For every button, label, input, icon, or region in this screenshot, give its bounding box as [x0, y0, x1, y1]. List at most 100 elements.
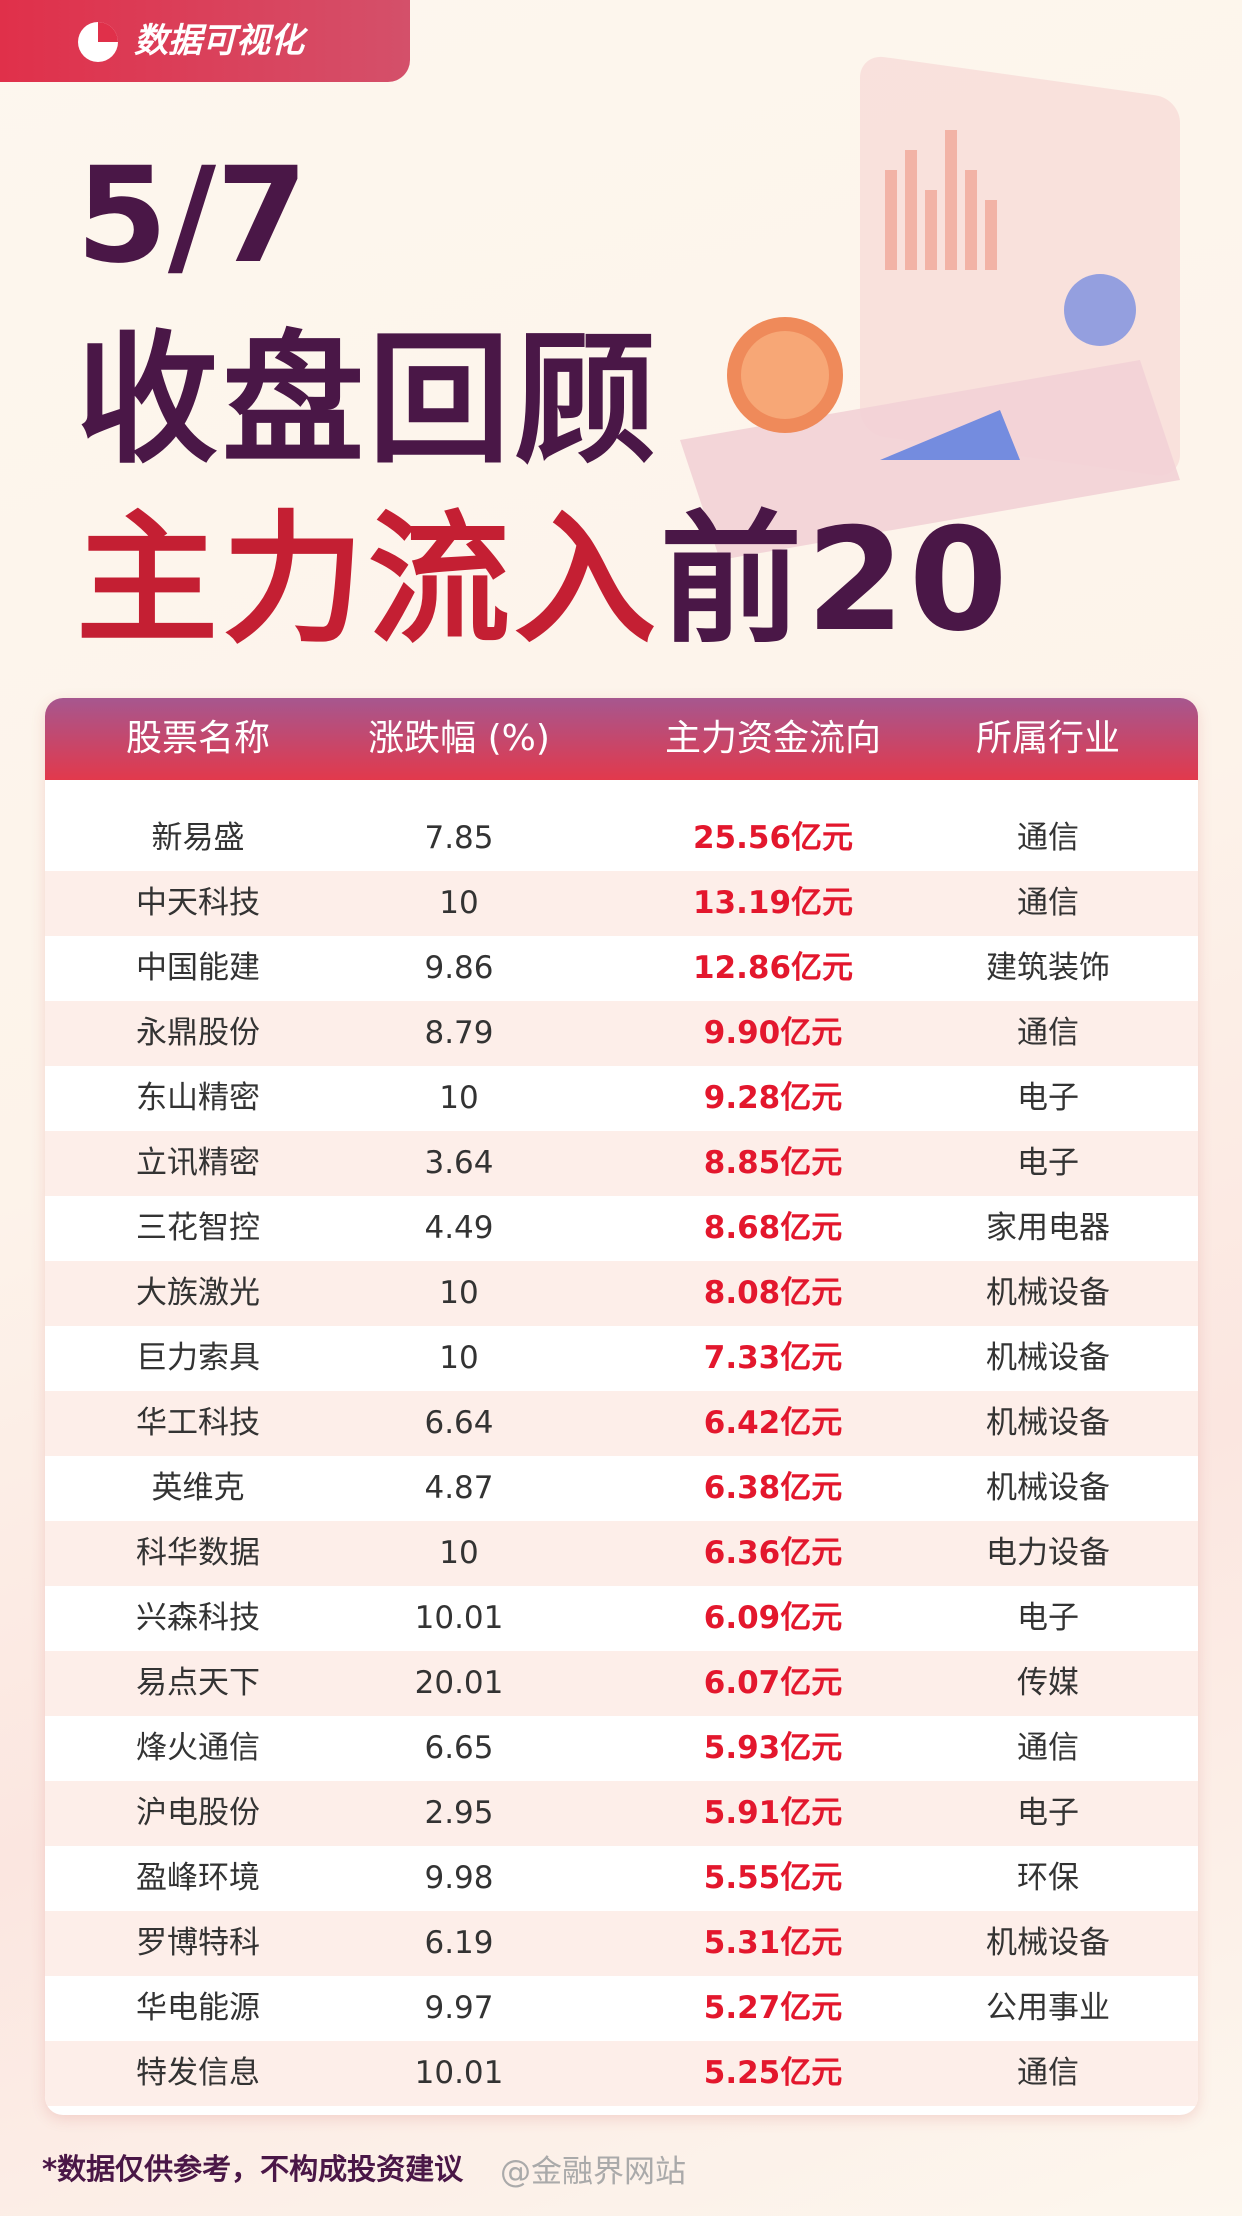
table-row: 罗博特科 6.19 5.31亿元 机械设备 — [45, 1911, 1198, 1976]
illustration — [680, 56, 1180, 560]
change-pct: 9.98 — [424, 1860, 494, 1896]
fund-flow: 8.85亿元 — [703, 1145, 843, 1181]
change-pct: 20.01 — [414, 1665, 504, 1701]
column-header: 涨跌幅 (%) — [368, 718, 550, 759]
stock-name: 科华数据 — [136, 1535, 260, 1571]
table-row: 特发信息 10.01 5.25亿元 通信 — [45, 2041, 1198, 2106]
table-row: 兴森科技 10.01 6.09亿元 电子 — [45, 1586, 1198, 1651]
stock-name: 罗博特科 — [136, 1925, 260, 1961]
fund-flow: 5.55亿元 — [703, 1860, 843, 1896]
stock-name: 中国能建 — [136, 950, 260, 986]
change-pct: 10 — [439, 1340, 479, 1376]
tag-text: 数据可视化 — [134, 21, 304, 61]
fund-flow: 5.31亿元 — [703, 1925, 843, 1961]
fund-flow: 6.09亿元 — [703, 1600, 843, 1636]
table-row: 新易盛 7.85 25.56亿元 通信 — [45, 806, 1198, 871]
change-pct: 10 — [439, 1275, 479, 1311]
fund-flow: 6.42亿元 — [703, 1405, 843, 1441]
stock-name: 兴森科技 — [136, 1600, 260, 1636]
stock-name: 烽火通信 — [136, 1730, 260, 1766]
change-pct: 10.01 — [414, 2055, 504, 2091]
change-pct: 2.95 — [424, 1795, 494, 1831]
table-row: 大族激光 10 8.08亿元 机械设备 — [45, 1261, 1198, 1326]
industry: 传媒 — [1017, 1665, 1079, 1701]
subtitle: 主力流入前20 — [76, 510, 1012, 652]
stock-name: 大族激光 — [136, 1275, 260, 1311]
table-row: 华电能源 9.97 5.27亿元 公用事业 — [45, 1976, 1198, 2041]
stock-name: 立讯精密 — [136, 1145, 260, 1181]
change-pct: 6.65 — [424, 1730, 494, 1766]
table-row: 科华数据 10 6.36亿元 电力设备 — [45, 1521, 1198, 1586]
table: 股票名称 涨跌幅 (%) 主力资金流向 所属行业 新易盛 7.85 25.56亿元 通信 中天… — [45, 698, 1198, 2115]
table-row: 永鼎股份 8.79 9.90亿元 通信 — [45, 1001, 1198, 1066]
table-row: 东山精密 10 9.28亿元 电子 — [45, 1066, 1198, 1131]
industry: 机械设备 — [986, 1470, 1110, 1506]
date: 5/7 — [76, 139, 308, 293]
table-row: 烽火通信 6.65 5.93亿元 通信 — [45, 1716, 1198, 1781]
tag-banner — [0, 0, 410, 82]
table-row: 沪电股份 2.95 5.91亿元 电子 — [45, 1781, 1198, 1846]
fund-flow: 8.08亿元 — [703, 1275, 843, 1311]
pie-icon — [78, 22, 118, 62]
fund-flow: 6.38亿元 — [703, 1470, 843, 1506]
change-pct: 3.64 — [424, 1145, 494, 1181]
industry: 通信 — [1017, 2055, 1079, 2091]
change-pct: 10.01 — [414, 1600, 504, 1636]
table-row: 盈峰环境 9.98 5.55亿元 环保 — [45, 1846, 1198, 1911]
fund-flow: 13.19亿元 — [692, 885, 854, 921]
table-row: 英维克 4.87 6.38亿元 机械设备 — [45, 1456, 1198, 1521]
fund-flow: 12.86亿元 — [692, 950, 854, 986]
column-header: 主力资金流向 — [664, 718, 881, 759]
stock-name: 特发信息 — [136, 2055, 260, 2091]
stock-name: 易点天下 — [136, 1665, 260, 1701]
table-row: 三花智控 4.49 8.68亿元 家用电器 — [45, 1196, 1198, 1261]
change-pct: 6.64 — [424, 1405, 494, 1441]
change-pct: 8.79 — [424, 1015, 494, 1051]
fund-flow: 5.25亿元 — [703, 2055, 843, 2091]
stock-name: 永鼎股份 — [136, 1015, 260, 1051]
fund-flow: 6.07亿元 — [703, 1665, 843, 1701]
fund-flow: 8.68亿元 — [703, 1210, 843, 1246]
industry: 电子 — [1017, 1080, 1079, 1116]
table-row: 巨力索具 10 7.33亿元 机械设备 — [45, 1326, 1198, 1391]
change-pct: 9.86 — [424, 950, 494, 986]
fund-flow: 5.93亿元 — [703, 1730, 843, 1766]
industry: 电子 — [1017, 1600, 1079, 1636]
stock-name: 英维克 — [151, 1470, 245, 1506]
industry: 通信 — [1017, 885, 1079, 921]
subtitle-part: 前20 — [660, 498, 1012, 663]
industry: 环保 — [1017, 1860, 1079, 1896]
change-pct: 9.97 — [424, 1990, 494, 2026]
industry: 机械设备 — [986, 1275, 1110, 1311]
stock-name: 三花智控 — [136, 1210, 260, 1246]
stock-name: 中天科技 — [136, 885, 260, 921]
industry: 建筑装饰 — [986, 950, 1110, 986]
stock-name: 巨力索具 — [136, 1340, 260, 1376]
change-pct: 4.49 — [424, 1210, 494, 1246]
industry: 机械设备 — [986, 1340, 1110, 1376]
industry: 通信 — [1017, 1015, 1079, 1051]
stock-name: 华电能源 — [136, 1990, 260, 2026]
fund-flow: 25.56亿元 — [692, 820, 854, 856]
subtitle-part: 主力流入 — [76, 498, 660, 663]
change-pct: 10 — [439, 885, 479, 921]
fund-flow: 7.33亿元 — [703, 1340, 843, 1376]
stock-name: 沪电股份 — [136, 1795, 260, 1831]
table-row: 易点天下 20.01 6.07亿元 传媒 — [45, 1651, 1198, 1716]
industry: 家用电器 — [986, 1210, 1110, 1246]
industry: 通信 — [1017, 820, 1079, 856]
change-pct: 6.19 — [424, 1925, 494, 1961]
change-pct: 10 — [439, 1535, 479, 1571]
industry: 电子 — [1017, 1145, 1079, 1181]
fund-flow: 5.91亿元 — [703, 1795, 843, 1831]
change-pct: 4.87 — [424, 1470, 494, 1506]
industry: 电子 — [1017, 1795, 1079, 1831]
fund-flow: 9.28亿元 — [703, 1080, 843, 1116]
title: 收盘回顾 — [76, 318, 660, 483]
industry: 电力设备 — [986, 1535, 1110, 1571]
industry: 公用事业 — [986, 1990, 1110, 2026]
column-header: 所属行业 — [975, 718, 1120, 759]
industry: 通信 — [1017, 1730, 1079, 1766]
disclaimer: *数据仅供参考，不构成投资建议 — [42, 2152, 464, 2186]
stock-name: 盈峰环境 — [136, 1860, 260, 1896]
